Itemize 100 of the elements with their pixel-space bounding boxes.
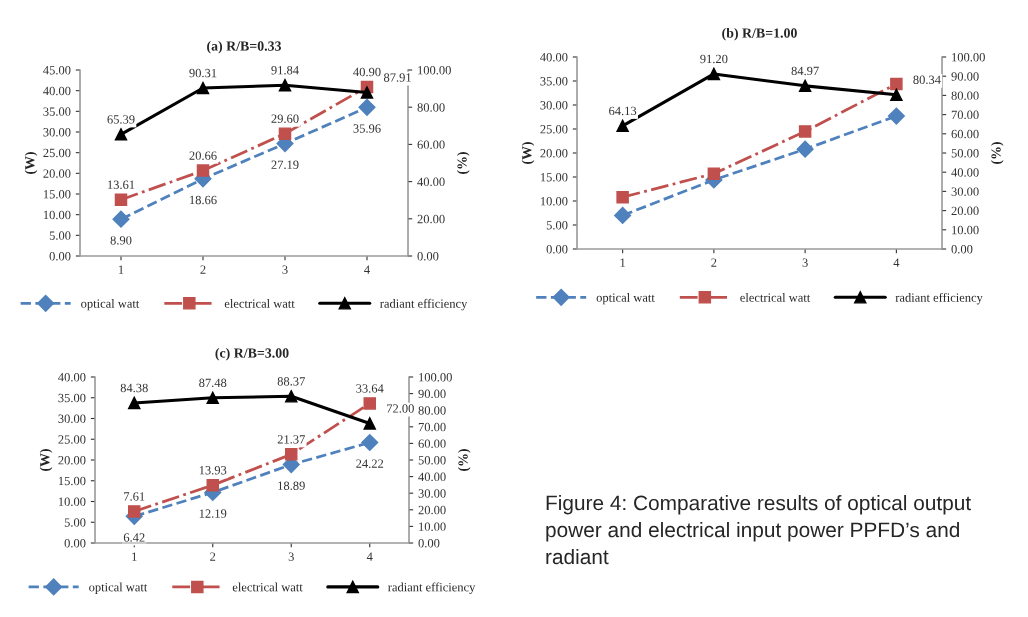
point [798, 79, 812, 93]
y2-axis-title: (%) [457, 449, 471, 471]
y-tick-label: 5.00 [546, 221, 568, 230]
y-tick-label: 5.00 [49, 231, 71, 240]
data-label: 87.48 [199, 378, 227, 388]
data-label: 35.96 [353, 124, 381, 133]
x-tick-label: 2 [711, 258, 717, 267]
point [127, 505, 141, 518]
y-tick-label: 35.00 [58, 393, 86, 403]
y-tick-label: 30.00 [540, 101, 568, 110]
x-tick-label: 3 [282, 265, 288, 274]
point [798, 125, 812, 138]
point [284, 390, 298, 403]
x-tick-label: 3 [802, 258, 808, 267]
point [890, 77, 903, 91]
legend-label: radiant efficiency [895, 292, 983, 305]
x-tick-label: 4 [893, 258, 900, 267]
y-tick-label: 35.00 [540, 77, 568, 86]
y2-tick-label: 40.00 [417, 177, 445, 187]
y2-tick-label: 80.00 [417, 103, 445, 112]
legend-label: radiant efficiency [380, 298, 468, 311]
y-tick-label: 40.00 [58, 373, 86, 382]
point [358, 98, 376, 116]
data-label: 88.37 [277, 377, 305, 386]
legend-label: radiant efficiency [388, 582, 476, 594]
y2-tick-label: 50.00 [418, 456, 446, 465]
data-label: 87.91 [383, 73, 411, 82]
data-label: 7.61 [124, 492, 145, 501]
y-tick-label: 40.00 [43, 86, 71, 96]
point [114, 193, 128, 206]
point [206, 478, 220, 492]
x-tick-label: 2 [200, 265, 206, 274]
y2-tick-label: 10.00 [952, 225, 979, 235]
x-tick-label: 3 [288, 552, 294, 561]
y-tick-label: 20.00 [43, 169, 71, 178]
y2-tick-label: 100.00 [418, 66, 451, 75]
point [363, 397, 377, 410]
y-tick-label: 20.00 [58, 456, 86, 465]
y-axis-title: (W) [24, 152, 38, 174]
data-label: 91.20 [700, 54, 728, 64]
data-label: 8.90 [110, 236, 132, 245]
legend-label: electrical watt [740, 293, 811, 302]
x-tick-label: 4 [366, 552, 373, 561]
y-axis-title: (W) [521, 142, 535, 164]
point [206, 391, 220, 405]
y-tick-label: 10.00 [43, 210, 71, 220]
data-label: 84.97 [791, 66, 819, 76]
point [363, 417, 377, 430]
y2-tick-label: 20.00 [417, 214, 445, 224]
y2-tick-label: 90.00 [418, 389, 446, 399]
y-axis-title: (W) [39, 449, 53, 471]
y-tick-label: 10.00 [540, 197, 568, 206]
y2-tick-label: 40.00 [951, 168, 979, 177]
point [616, 119, 629, 133]
y2-tick-label: 10.00 [419, 522, 446, 531]
data-label: 91.84 [271, 65, 299, 75]
point [796, 140, 814, 158]
y-tick-label: 35.00 [43, 107, 71, 116]
point [707, 67, 721, 81]
data-label: 84.38 [120, 383, 148, 393]
data-label: 33.64 [356, 384, 384, 393]
y-tick-label: 25.00 [58, 435, 86, 444]
point [284, 448, 298, 461]
y2-tick-label: 0.00 [951, 245, 973, 254]
y2-tick-label: 0.00 [417, 252, 439, 261]
y2-axis-title: (%) [456, 152, 470, 174]
y2-tick-label: 30.00 [951, 187, 979, 196]
point [614, 206, 632, 224]
legend-label: optical watt [81, 299, 140, 311]
legend-label: optical watt [89, 582, 148, 594]
y2-tick-label: 40.00 [418, 472, 446, 482]
y2-tick-label: 100.00 [952, 53, 985, 62]
point [707, 167, 721, 180]
y2-tick-label: 70.00 [418, 422, 446, 432]
data-label: 12.19 [199, 509, 227, 518]
y-tick-label: 30.00 [43, 128, 71, 137]
data-label: 20.66 [189, 151, 217, 160]
x-tick-label: 1 [118, 265, 124, 274]
chart-title: (a) R/B=0.33 [207, 40, 282, 54]
chart-title: (b) R/B=1.00 [722, 27, 797, 41]
y2-tick-label: 60.00 [951, 129, 979, 139]
data-label: 24.22 [356, 459, 384, 468]
data-label: 27.19 [271, 160, 299, 170]
y2-tick-label: 0.00 [418, 539, 440, 548]
point [127, 396, 141, 410]
y2-tick-label: 20.00 [951, 206, 979, 216]
point [196, 81, 210, 95]
point [890, 88, 903, 101]
y-tick-label: 30.00 [58, 414, 86, 424]
y-tick-label: 45.00 [43, 66, 71, 75]
y2-tick-label: 70.00 [951, 110, 979, 120]
y-tick-label: 0.00 [49, 252, 71, 261]
y2-tick-label: 30.00 [418, 489, 446, 498]
y2-tick-label: 90.00 [951, 72, 979, 81]
data-label: 6.42 [123, 533, 145, 542]
x-tick-label: 1 [620, 258, 625, 267]
y-tick-label: 5.00 [64, 518, 86, 527]
point [196, 164, 210, 177]
y-tick-label: 0.00 [64, 539, 86, 548]
point [112, 210, 130, 228]
